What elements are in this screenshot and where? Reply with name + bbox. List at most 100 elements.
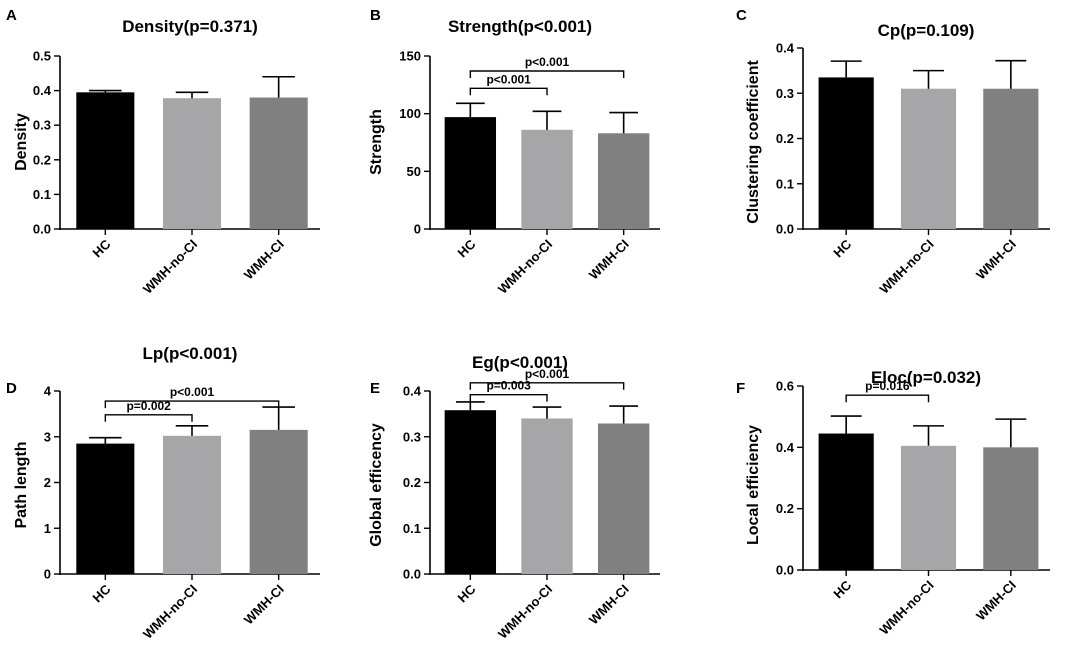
bar-wmh-ci bbox=[983, 88, 1039, 229]
y-axis-label: Density bbox=[13, 113, 30, 171]
x-tick-label: WMH-CI bbox=[586, 237, 632, 283]
error-bar bbox=[455, 102, 485, 118]
y-tick-label: 0.4 bbox=[403, 384, 422, 399]
x-tick-label: WMH-no-CI bbox=[495, 237, 555, 297]
bar-hc bbox=[444, 117, 497, 229]
chart-title: Strength(p<0.001) bbox=[448, 17, 592, 36]
significance-bracket bbox=[469, 393, 548, 402]
error-bar bbox=[532, 406, 562, 419]
bar-hc bbox=[76, 443, 135, 574]
significance-bracket bbox=[469, 382, 625, 390]
y-tick-label: 0.4 bbox=[776, 41, 795, 56]
error-bar bbox=[532, 110, 562, 130]
y-tick-label: 0.4 bbox=[776, 440, 795, 455]
bar-wmh-no-ci bbox=[900, 88, 957, 229]
y-tick-label: 0.2 bbox=[776, 501, 794, 516]
y-tick-label: 0.2 bbox=[33, 152, 51, 167]
x-tick-label: WMH-CI bbox=[241, 237, 287, 283]
x-tick-label: WMH-no-CI bbox=[876, 237, 936, 297]
x-tick-label: WMH-no-CI bbox=[140, 582, 200, 642]
x-tick-label: HC bbox=[455, 236, 479, 260]
x-tick-label: HC bbox=[90, 236, 114, 260]
significance-label: p<0.001 bbox=[170, 385, 215, 399]
panel-D: D Lp(p<0.001) Path length 0 1 2 3 4 HC WMH-no-CI W… bbox=[6, 344, 320, 642]
bar-wmh-no-ci bbox=[162, 435, 222, 574]
bar-wmh-no-ci bbox=[162, 98, 222, 229]
panel-A: A Density(p=0.371) Density 0.0 0.1 0.2 0.3 0.4 0… bbox=[6, 7, 320, 297]
y-tick-label: 0.2 bbox=[776, 131, 794, 146]
panel-letter: E bbox=[370, 380, 380, 397]
panel-letter: B bbox=[370, 7, 381, 24]
y-tick-label: 3 bbox=[44, 429, 51, 444]
error-bar bbox=[89, 436, 122, 444]
y-tick-label: 0.0 bbox=[776, 563, 794, 578]
error-bar bbox=[262, 75, 295, 98]
x-tick-label: WMH-CI bbox=[241, 582, 287, 628]
error-bar bbox=[830, 415, 862, 434]
y-axis-label: Path length bbox=[13, 441, 30, 528]
y-tick-label: 0.0 bbox=[33, 222, 51, 237]
bar-hc bbox=[818, 77, 874, 229]
panel-B: B Strength(p<0.001) Strength 0 50 100 150 HC WMH… bbox=[368, 7, 660, 297]
y-tick-label: 2 bbox=[44, 475, 51, 490]
significance-label: p<0.001 bbox=[525, 367, 570, 381]
y-tick-label: 0 bbox=[414, 222, 421, 237]
x-tick-label: WMH-CI bbox=[973, 237, 1019, 283]
panel-letter: F bbox=[736, 380, 745, 397]
error-bar bbox=[995, 418, 1027, 448]
y-tick-label: 150 bbox=[399, 49, 421, 64]
x-tick-label: WMH-no-CI bbox=[140, 237, 200, 297]
y-tick-label: 0.6 bbox=[776, 379, 794, 394]
error-bar bbox=[830, 60, 862, 78]
chart-title: Lp(p<0.001) bbox=[143, 344, 238, 363]
significance-label: p=0.016 bbox=[865, 379, 910, 393]
x-tick-label: WMH-CI bbox=[973, 578, 1019, 624]
significance-label: p=0.002 bbox=[126, 399, 171, 413]
x-tick-label: HC bbox=[830, 577, 854, 601]
error-bar bbox=[455, 401, 485, 411]
panel-C: C Cp(p=0.109) Clustering coefficient 0.0 0.1… bbox=[736, 7, 1050, 297]
error-bar bbox=[609, 405, 639, 424]
bar-hc bbox=[444, 410, 497, 574]
y-axis-label: Strength bbox=[368, 109, 385, 175]
y-tick-label: 0.3 bbox=[776, 86, 794, 101]
error-bar bbox=[89, 89, 122, 93]
bar-wmh-ci bbox=[597, 133, 650, 229]
y-axis-label: Local efficiency bbox=[745, 425, 762, 545]
error-bar bbox=[175, 424, 209, 436]
y-tick-label: 0.5 bbox=[33, 49, 51, 64]
y-axis-label: Global efficency bbox=[368, 423, 385, 547]
error-bar bbox=[995, 59, 1027, 89]
bar-wmh-ci bbox=[983, 447, 1039, 570]
y-tick-label: 0.0 bbox=[776, 222, 794, 237]
y-tick-label: 0 bbox=[44, 567, 51, 582]
y-tick-label: 0.3 bbox=[403, 429, 421, 444]
chart-title: Eloc(p=0.032) bbox=[871, 368, 981, 387]
bar-wmh-no-ci bbox=[521, 129, 573, 229]
x-tick-label: HC bbox=[455, 581, 479, 605]
error-bar bbox=[913, 69, 944, 89]
significance-label: p<0.001 bbox=[486, 72, 531, 86]
y-tick-label: 0.3 bbox=[33, 118, 51, 133]
y-tick-label: 0.1 bbox=[33, 187, 51, 202]
y-tick-label: 0.4 bbox=[33, 83, 52, 98]
y-tick-label: 4 bbox=[44, 384, 52, 399]
y-tick-label: 0.0 bbox=[403, 567, 421, 582]
error-bar bbox=[175, 91, 209, 99]
y-tick-label: 1 bbox=[44, 521, 51, 536]
y-tick-label: 50 bbox=[407, 164, 421, 179]
error-bar bbox=[913, 425, 944, 446]
x-tick-label: WMH-no-CI bbox=[495, 582, 555, 642]
y-tick-label: 0.1 bbox=[776, 176, 794, 191]
panel-letter: C bbox=[736, 7, 747, 24]
y-tick-label: 0.2 bbox=[403, 475, 421, 490]
y-axis-label: Clustering coefficient bbox=[745, 60, 762, 224]
y-tick-label: 0.1 bbox=[403, 521, 421, 536]
significance-bracket bbox=[469, 87, 548, 96]
panel-E: E Eg(p<0.001) Global efficency 0.0 0.1 0.2 0.3… bbox=[368, 353, 660, 642]
significance-bracket bbox=[104, 414, 193, 422]
chart-title: Cp(p=0.109) bbox=[878, 21, 975, 40]
x-tick-label: HC bbox=[830, 236, 854, 260]
error-bar bbox=[262, 406, 295, 430]
